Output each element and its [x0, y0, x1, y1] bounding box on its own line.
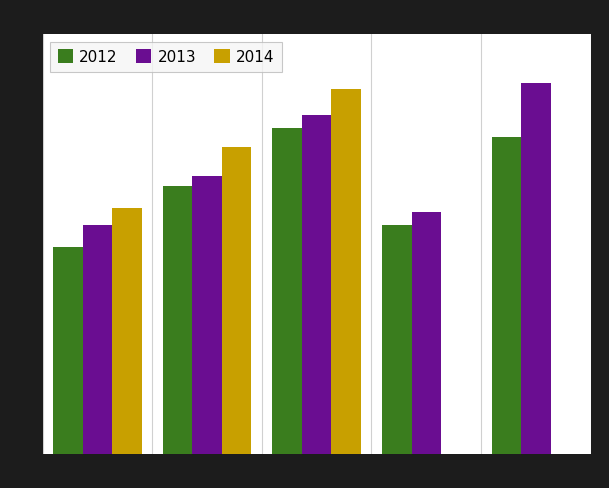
Bar [302, 115, 331, 454]
Bar [192, 176, 222, 454]
Bar [521, 82, 551, 454]
Bar [412, 212, 441, 454]
Bar [112, 208, 142, 454]
Bar [163, 186, 192, 454]
Bar [491, 138, 521, 454]
Bar [272, 128, 302, 454]
Bar [382, 224, 412, 454]
Bar [222, 147, 252, 454]
Bar [83, 224, 112, 454]
Bar [53, 247, 83, 454]
Bar [331, 89, 361, 454]
Legend: 2012, 2013, 2014: 2012, 2013, 2014 [51, 42, 282, 72]
